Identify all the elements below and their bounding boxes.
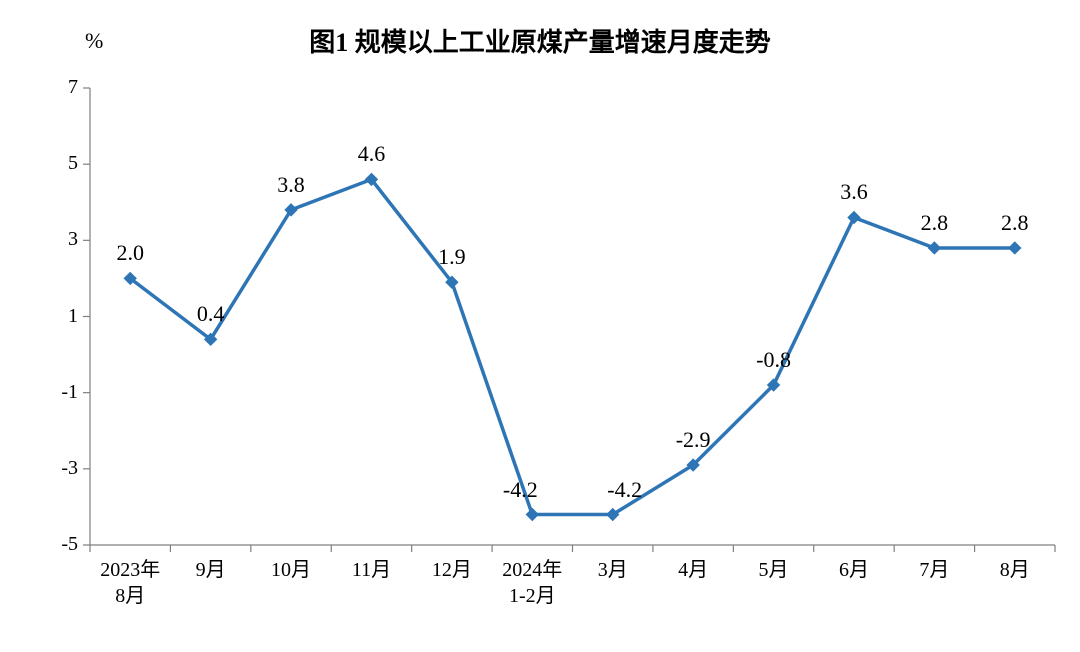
y-tick-label: -5 <box>61 533 78 556</box>
data-label: -0.8 <box>756 347 791 373</box>
x-tick-label: 2023年 8月 <box>90 557 170 609</box>
data-label: 4.6 <box>358 141 386 167</box>
y-tick-label: 3 <box>68 228 78 251</box>
y-tick-label: 5 <box>68 152 78 175</box>
x-tick-label: 4月 <box>653 557 733 583</box>
chart-svg <box>0 0 1080 652</box>
x-tick-label: 12月 <box>412 557 492 583</box>
data-label: -4.2 <box>503 477 538 503</box>
data-label: 2.8 <box>1001 210 1029 236</box>
data-label: 3.6 <box>840 179 868 205</box>
x-tick-label: 10月 <box>251 557 331 583</box>
x-tick-label: 2024年 1-2月 <box>492 557 572 609</box>
y-tick-label: -3 <box>61 457 78 480</box>
data-label: 2.8 <box>921 210 949 236</box>
data-label: 1.9 <box>438 244 466 270</box>
data-label: 3.8 <box>277 172 305 198</box>
data-label: -2.9 <box>676 427 711 453</box>
data-label: -4.2 <box>607 477 642 503</box>
x-tick-label: 6月 <box>814 557 894 583</box>
y-tick-label: -1 <box>61 381 78 404</box>
y-tick-label: 1 <box>68 305 78 328</box>
x-tick-label: 9月 <box>170 557 250 583</box>
x-tick-label: 5月 <box>733 557 813 583</box>
x-tick-label: 8月 <box>975 557 1055 583</box>
data-label: 0.4 <box>197 301 225 327</box>
x-tick-label: 7月 <box>894 557 974 583</box>
x-tick-label: 3月 <box>573 557 653 583</box>
line-chart: 图1 规模以上工业原煤产量增速月度走势 % -5-3-113572023年 8月… <box>0 0 1080 652</box>
x-tick-label: 11月 <box>331 557 411 583</box>
data-label: 2.0 <box>116 240 144 266</box>
y-tick-label: 7 <box>68 76 78 99</box>
